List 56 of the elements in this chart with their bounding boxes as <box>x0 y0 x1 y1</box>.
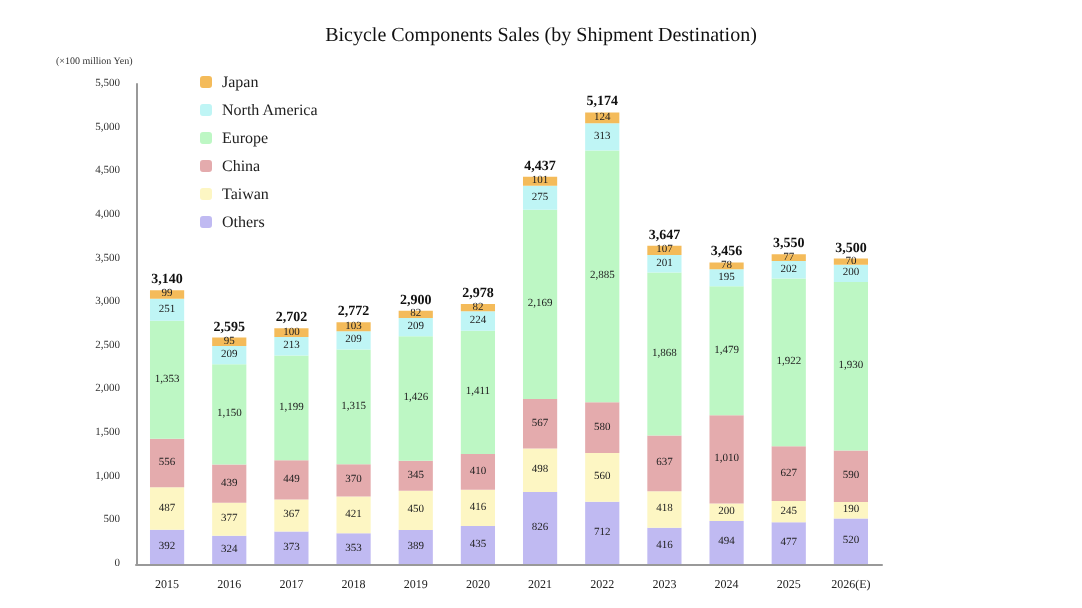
bar <box>336 464 371 497</box>
bar <box>398 490 433 531</box>
bar <box>709 520 744 564</box>
bar <box>212 464 247 503</box>
bar <box>274 531 309 564</box>
bar <box>149 487 185 530</box>
bar <box>647 272 682 436</box>
bar <box>149 320 185 439</box>
bar <box>336 349 371 465</box>
bar <box>709 415 744 504</box>
bar <box>585 402 620 453</box>
bar <box>522 491 558 564</box>
bar <box>647 491 682 528</box>
legend-label: Europe <box>222 129 270 147</box>
bar <box>585 150 620 403</box>
bar <box>274 460 309 500</box>
bar <box>336 533 371 564</box>
bar <box>833 518 869 564</box>
bar <box>274 499 309 532</box>
bar <box>460 453 496 490</box>
bar <box>460 489 496 527</box>
bar <box>771 278 806 447</box>
legend-label: North America <box>222 101 319 119</box>
bar <box>647 435 682 492</box>
bar <box>212 364 247 465</box>
bar <box>771 446 806 501</box>
bar <box>833 450 869 503</box>
bar <box>522 448 558 492</box>
bar <box>522 398 558 449</box>
bar <box>212 502 247 536</box>
legend-label: Taiwan <box>222 185 269 203</box>
bar <box>647 527 682 564</box>
bar <box>522 209 558 399</box>
bar <box>274 355 309 461</box>
bar <box>771 254 806 261</box>
legend-label: Others <box>222 213 265 231</box>
bar <box>398 336 433 461</box>
bar <box>771 522 806 564</box>
bar <box>398 460 433 491</box>
bar <box>709 503 744 521</box>
legend-label: Japan <box>222 73 259 91</box>
legend-label: China <box>222 157 262 175</box>
bar <box>398 530 433 564</box>
bar <box>833 282 869 451</box>
chart-title: Bicycle Components Sales (by Shipment Destination) <box>325 25 757 47</box>
bar <box>647 255 682 273</box>
bar <box>460 526 496 564</box>
bar <box>149 529 185 564</box>
bar <box>585 452 620 502</box>
bar <box>336 496 371 534</box>
bar <box>585 123 620 151</box>
bar <box>460 330 496 454</box>
bar <box>585 501 620 564</box>
bar <box>709 286 744 416</box>
bar <box>149 438 185 488</box>
bar <box>274 337 309 356</box>
